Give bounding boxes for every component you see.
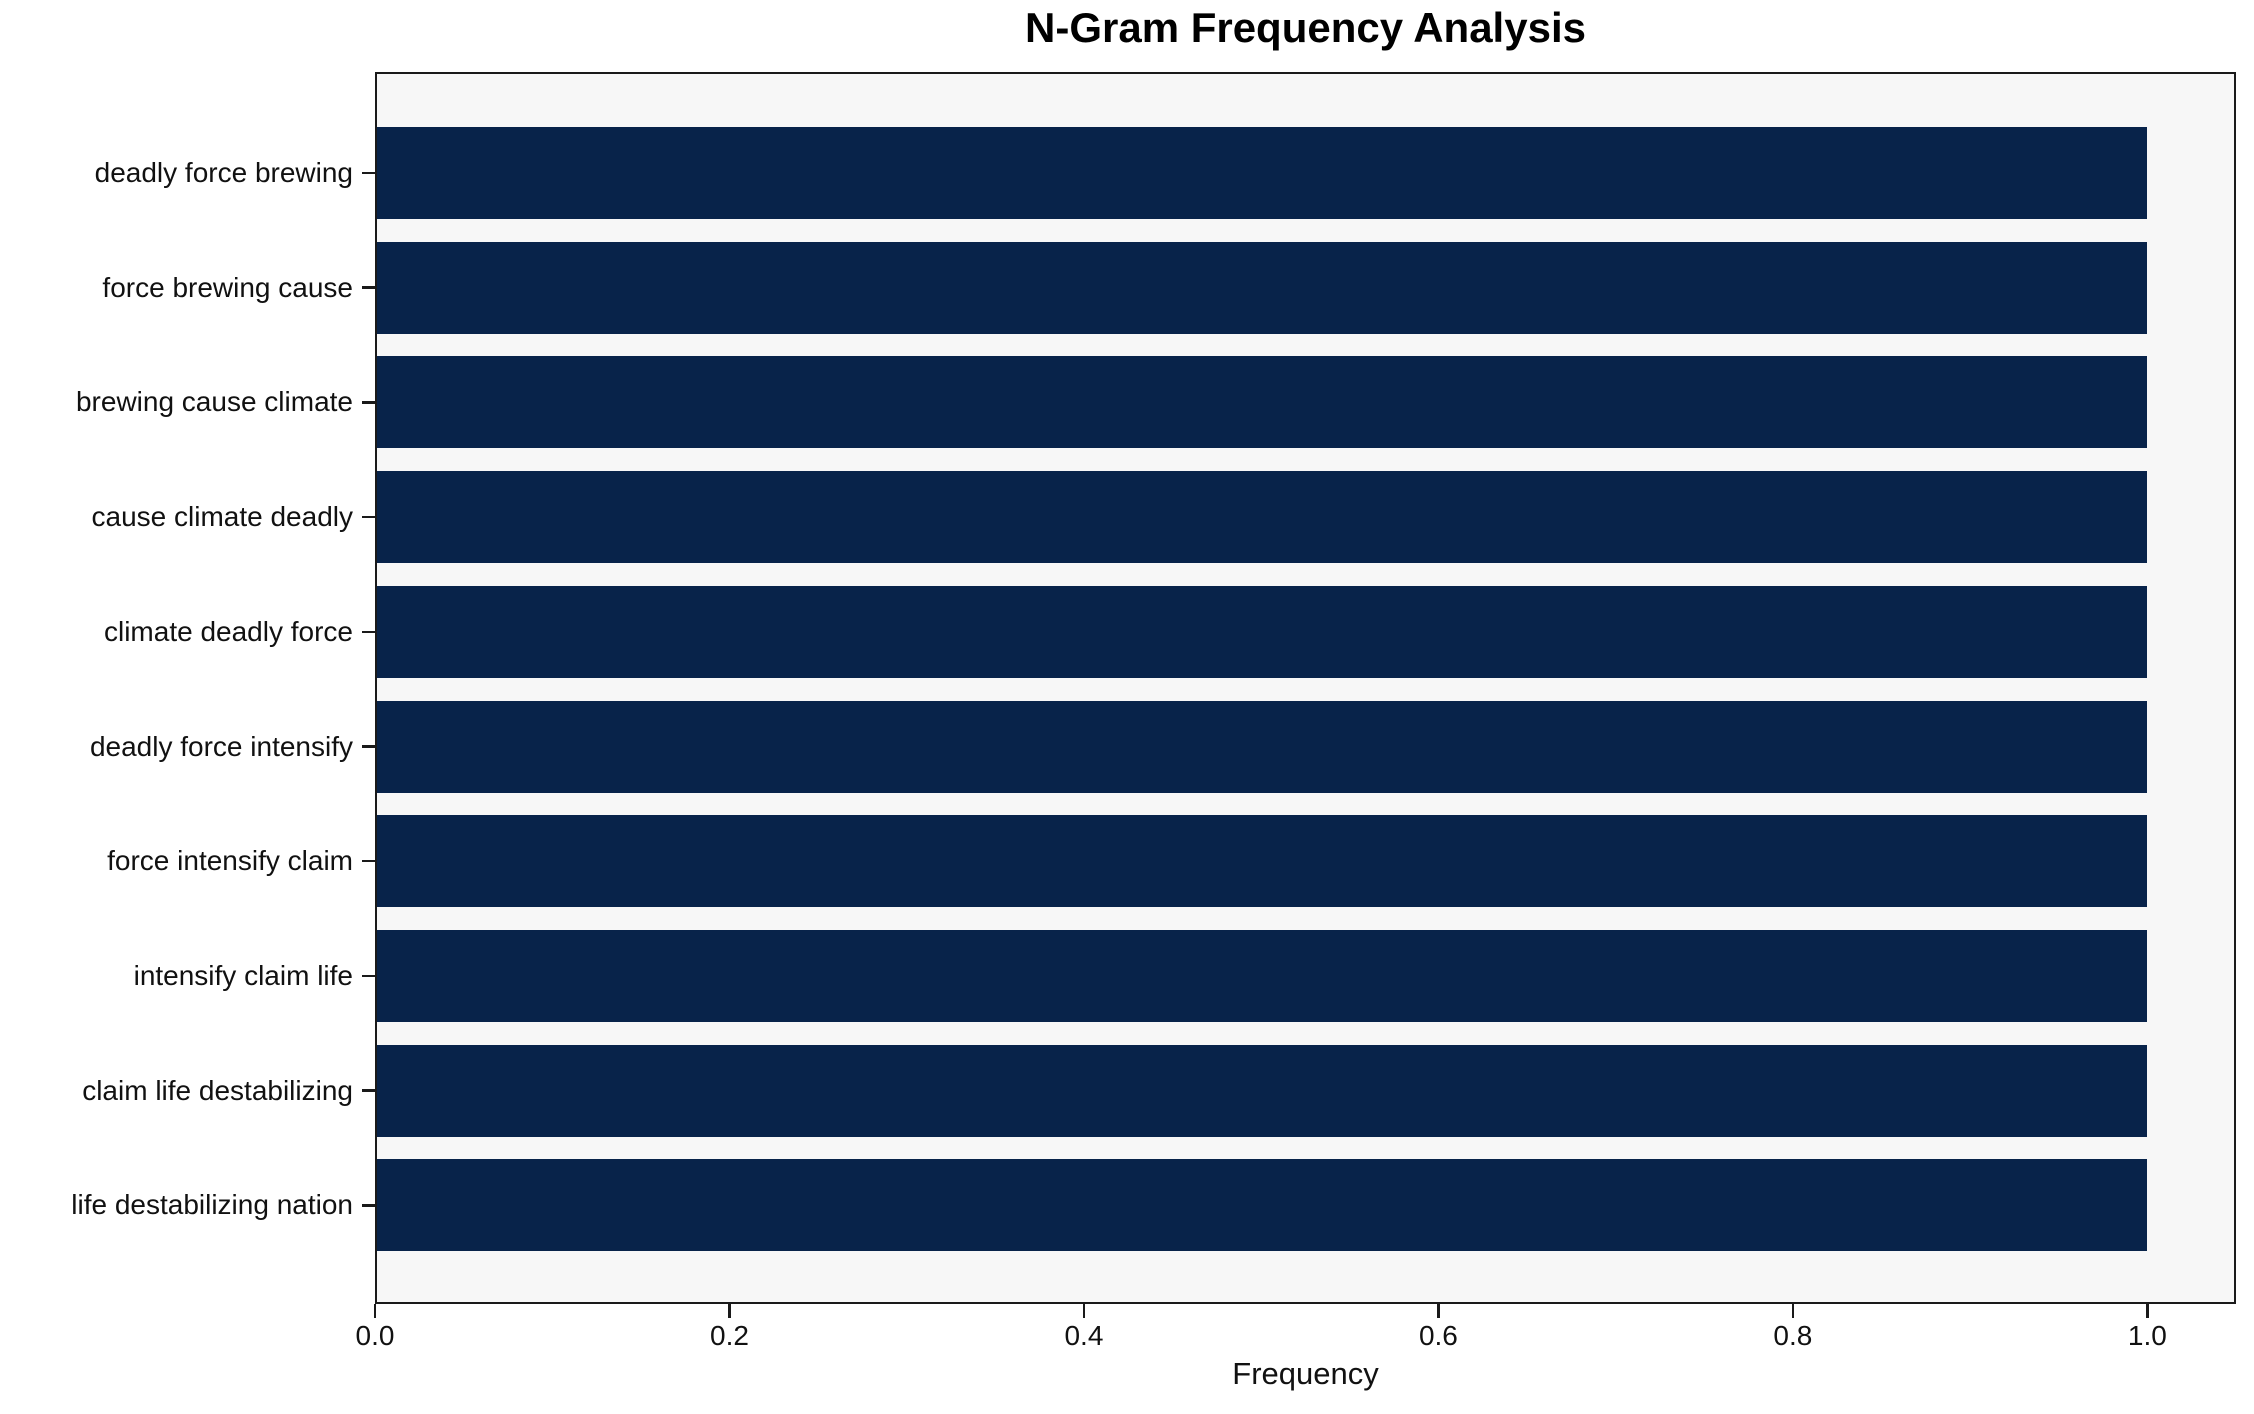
y-tick-label: deadly force brewing xyxy=(94,157,353,188)
y-tick-mark xyxy=(362,401,375,404)
y-tick-label: deadly force intensify xyxy=(89,730,353,762)
bar xyxy=(375,241,2148,334)
bar xyxy=(375,471,2148,564)
x-axis-label: Frequency xyxy=(1232,1356,1379,1391)
bar xyxy=(375,700,2148,793)
x-tick-mark xyxy=(2146,1304,2149,1318)
y-tick-mark xyxy=(362,171,375,175)
bar xyxy=(375,1044,2148,1137)
y-tick-label: force intensify claim xyxy=(107,845,353,877)
bar xyxy=(375,929,2148,1022)
x-tick-label: 0.2 xyxy=(710,1320,749,1351)
x-tick-label: 0.4 xyxy=(1064,1320,1104,1351)
x-tick-mark xyxy=(1437,1304,1440,1318)
y-tick-mark xyxy=(362,1204,375,1207)
bar xyxy=(375,585,2148,678)
y-tick-label: intensify claim life xyxy=(133,959,353,991)
x-tick-label: 0.6 xyxy=(1418,1320,1458,1351)
chart-title: N-Gram Frequency Analysis xyxy=(1025,4,1586,51)
bar xyxy=(375,815,2148,908)
y-tick-mark xyxy=(362,974,375,978)
x-tick-mark xyxy=(1082,1304,1086,1318)
y-tick-mark xyxy=(362,515,375,519)
plot-area xyxy=(375,72,2236,1304)
x-tick-mark xyxy=(373,1304,377,1318)
x-tick-mark xyxy=(1791,1304,1795,1318)
y-tick-mark xyxy=(362,745,375,748)
y-tick-label: brewing cause climate xyxy=(75,386,353,418)
y-tick-label: force brewing cause xyxy=(102,271,353,303)
x-tick-label: 0.8 xyxy=(1773,1320,1813,1351)
bar xyxy=(375,127,2148,219)
x-tick-label: 1.0 xyxy=(2127,1320,2167,1351)
y-tick-label: life destabilizing nation xyxy=(71,1189,353,1221)
y-tick-mark xyxy=(362,286,375,289)
y-tick-mark xyxy=(362,1089,375,1092)
y-tick-mark xyxy=(362,630,375,634)
x-tick-label: 0.0 xyxy=(355,1320,395,1351)
bar xyxy=(375,356,2148,449)
y-tick-mark xyxy=(362,859,375,863)
x-tick-mark xyxy=(728,1304,731,1318)
y-tick-label: climate deadly force xyxy=(103,615,353,647)
y-tick-label: cause climate deadly xyxy=(91,501,353,533)
bar xyxy=(375,1159,2148,1252)
y-tick-label: claim life destabilizing xyxy=(82,1074,353,1106)
